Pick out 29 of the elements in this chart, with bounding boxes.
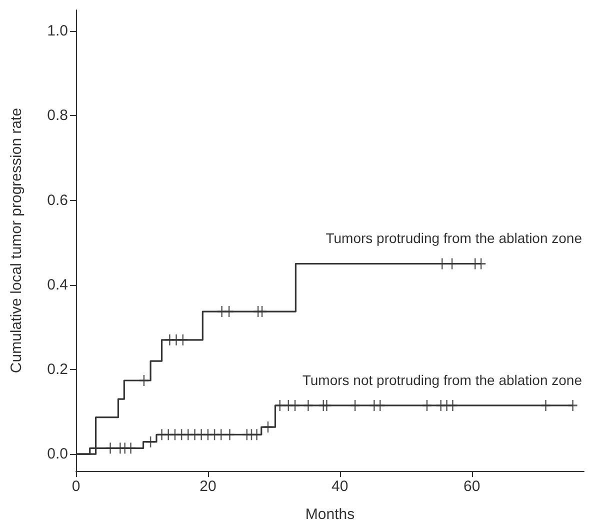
point bbox=[126, 442, 136, 454]
annotation: Tumors not protruding from the ablation zone bbox=[302, 372, 582, 388]
x-tick-label: 60 bbox=[464, 478, 480, 495]
point bbox=[225, 429, 234, 440]
point bbox=[216, 429, 226, 440]
point bbox=[568, 400, 578, 411]
y-tick-label: 0.0 bbox=[47, 446, 68, 463]
y-tick-label: 0.2 bbox=[47, 360, 68, 378]
point bbox=[322, 400, 332, 411]
x-tick-label: 40 bbox=[332, 478, 348, 495]
point bbox=[178, 334, 188, 346]
y-tick-label: 0.6 bbox=[47, 192, 68, 209]
y-tick-label: 1.0 bbox=[47, 22, 68, 40]
point bbox=[106, 442, 115, 454]
point bbox=[448, 400, 458, 411]
point bbox=[376, 400, 385, 411]
x-axis-title: Months bbox=[305, 506, 355, 523]
y-tick-label: 0.4 bbox=[47, 276, 68, 294]
point bbox=[275, 400, 284, 411]
point bbox=[541, 400, 550, 411]
point bbox=[304, 400, 313, 411]
x-tick-label: 0 bbox=[72, 478, 80, 495]
point bbox=[263, 422, 272, 433]
point bbox=[252, 429, 262, 440]
point bbox=[139, 374, 148, 386]
annotation: Tumors protruding from the ablation zone bbox=[326, 230, 582, 246]
x-tick-label: 20 bbox=[200, 478, 216, 495]
y-axis-title: Cumulative local tumor progression rate bbox=[8, 108, 25, 374]
y-tick-label: 0.8 bbox=[47, 107, 68, 124]
